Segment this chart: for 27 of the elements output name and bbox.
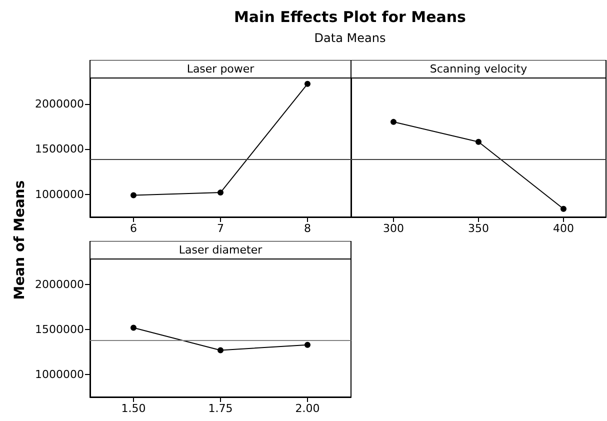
y-axis-title: Mean of Means bbox=[12, 180, 28, 300]
point bbox=[304, 80, 310, 87]
x-tick-label: 6 bbox=[130, 222, 137, 235]
y-tick-label: 2000000 bbox=[35, 97, 84, 110]
point bbox=[218, 190, 224, 196]
point bbox=[130, 324, 136, 331]
x-tick-label: 400 bbox=[553, 222, 574, 235]
x-tick-label: 1.50 bbox=[121, 402, 146, 415]
y-tick-label: 1500000 bbox=[35, 142, 84, 156]
point bbox=[130, 192, 136, 198]
point bbox=[304, 342, 310, 348]
x-tick-label: 2.00 bbox=[295, 402, 320, 415]
x-axis-title: Scanning velocity bbox=[430, 62, 528, 76]
y-tick-label: 1000000 bbox=[35, 368, 84, 382]
y-tick-label: 2000000 bbox=[35, 278, 84, 292]
y-tick-label: 1500000 bbox=[35, 323, 84, 336]
x-tick-label: 300 bbox=[383, 222, 404, 235]
x-axis-title: Laser power bbox=[186, 62, 255, 76]
chart-title: Main Effects Plot for Means bbox=[233, 8, 467, 26]
y-tick-label: 1000000 bbox=[35, 188, 84, 201]
chart-subtitle: Data Means bbox=[313, 31, 387, 45]
x-axis-title: Laser diameter bbox=[178, 244, 263, 256]
x-tick-label: 7 bbox=[217, 222, 224, 235]
x-tick-label: 1.75 bbox=[208, 402, 233, 415]
x-tick-label: 8 bbox=[304, 222, 311, 235]
point bbox=[218, 347, 224, 354]
x-tick-label: 350 bbox=[468, 222, 489, 235]
